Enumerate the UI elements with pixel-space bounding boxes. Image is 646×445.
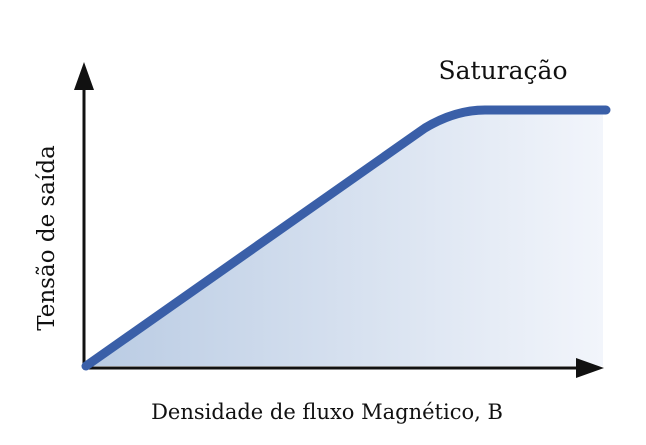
response-curve (81, 105, 611, 371)
y-axis-arrow-icon (74, 62, 94, 90)
response-area-fill (86, 110, 603, 366)
x-axis-arrow-icon (576, 358, 604, 378)
x-axis-label: Densidade de fluxo Magnético, B (151, 400, 503, 424)
saturation-label: Saturação (439, 56, 568, 85)
y-axis-label: Tensão de saída (34, 145, 60, 331)
